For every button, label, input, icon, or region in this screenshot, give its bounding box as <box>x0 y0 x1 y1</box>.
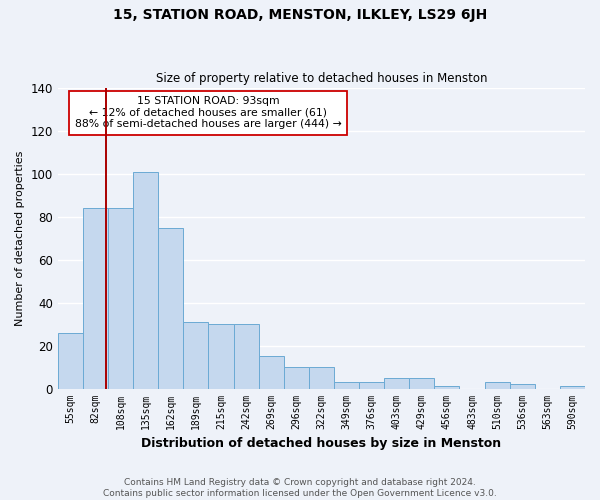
Y-axis label: Number of detached properties: Number of detached properties <box>15 151 25 326</box>
Bar <box>133 172 158 388</box>
Bar <box>560 386 585 388</box>
Bar <box>384 378 409 388</box>
Bar <box>485 382 509 388</box>
Bar <box>108 208 133 388</box>
Bar <box>233 324 259 388</box>
Bar <box>58 333 83 388</box>
Bar <box>83 208 108 388</box>
Bar <box>409 378 434 388</box>
Text: 15, STATION ROAD, MENSTON, ILKLEY, LS29 6JH: 15, STATION ROAD, MENSTON, ILKLEY, LS29 … <box>113 8 487 22</box>
Bar <box>284 367 309 388</box>
Title: Size of property relative to detached houses in Menston: Size of property relative to detached ho… <box>155 72 487 85</box>
Bar <box>158 228 184 388</box>
Bar <box>259 356 284 388</box>
Text: Contains HM Land Registry data © Crown copyright and database right 2024.
Contai: Contains HM Land Registry data © Crown c… <box>103 478 497 498</box>
Bar <box>359 382 384 388</box>
Bar <box>208 324 233 388</box>
Bar <box>509 384 535 388</box>
Bar <box>309 367 334 388</box>
Bar <box>434 386 460 388</box>
Bar <box>184 322 208 388</box>
Text: 15 STATION ROAD: 93sqm
← 12% of detached houses are smaller (61)
88% of semi-det: 15 STATION ROAD: 93sqm ← 12% of detached… <box>74 96 341 129</box>
Bar <box>334 382 359 388</box>
X-axis label: Distribution of detached houses by size in Menston: Distribution of detached houses by size … <box>142 437 502 450</box>
